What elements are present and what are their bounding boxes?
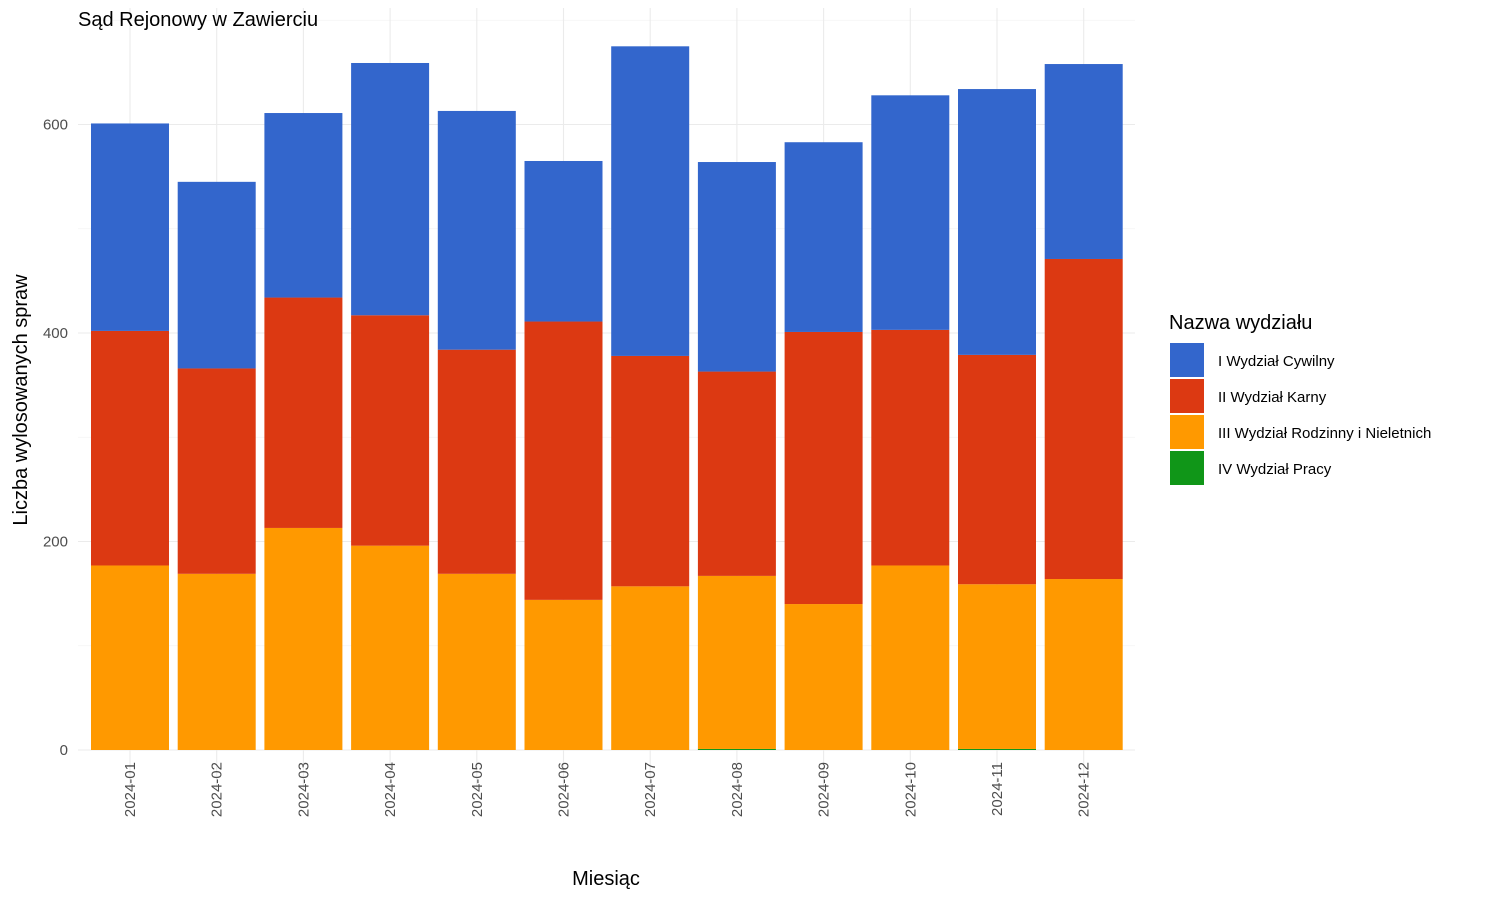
bar-2024-03-i-wydzia-cywilny bbox=[264, 113, 343, 298]
bar-2024-08-iv-wydzia-pracy bbox=[697, 748, 776, 750]
legend-key-ii-wydzia-karny bbox=[1170, 379, 1204, 413]
legend-label: IV Wydział Pracy bbox=[1218, 461, 1332, 478]
legend-label: I Wydział Cywilny bbox=[1218, 353, 1335, 370]
bar-2024-10-i-wydzia-cywilny bbox=[871, 95, 950, 330]
bar-2024-07-iii-wydzia-rodzinny-i-nieletnich bbox=[611, 586, 690, 750]
bar-2024-01-iii-wydzia-rodzinny-i-nieletnich bbox=[91, 565, 169, 750]
x-tick-label: 2024-04 bbox=[382, 762, 399, 817]
bar-2024-01-ii-wydzia-karny bbox=[91, 330, 169, 566]
x-axis-title: Miesiąc bbox=[572, 868, 640, 890]
x-tick-label: 2024-05 bbox=[469, 762, 486, 817]
y-tick-label: 200 bbox=[43, 534, 68, 551]
bars bbox=[91, 46, 1123, 750]
bar-2024-03-ii-wydzia-karny bbox=[264, 297, 343, 528]
bar-2024-10-iii-wydzia-rodzinny-i-nieletnich bbox=[871, 565, 950, 750]
bar-2024-04-ii-wydzia-karny bbox=[351, 315, 430, 546]
bar-2024-10-ii-wydzia-karny bbox=[871, 329, 950, 566]
bar-2024-07-ii-wydzia-karny bbox=[611, 355, 690, 587]
x-tick-label: 2024-12 bbox=[1076, 762, 1093, 817]
chart-title: Sąd Rejonowy w Zawierciu bbox=[78, 9, 318, 31]
legend-key-iii-wydzia-rodzinny-i-nieletnich bbox=[1170, 415, 1204, 449]
legend-title: Nazwa wydziału bbox=[1169, 312, 1312, 334]
bar-2024-02-ii-wydzia-karny bbox=[177, 368, 256, 574]
bar-2024-12-i-wydzia-cywilny bbox=[1044, 64, 1123, 259]
x-tick-label: 2024-07 bbox=[642, 762, 659, 817]
bar-2024-02-i-wydzia-cywilny bbox=[177, 181, 256, 369]
bar-2024-01-i-wydzia-cywilny bbox=[91, 123, 169, 331]
bar-2024-06-iii-wydzia-rodzinny-i-nieletnich bbox=[524, 599, 603, 750]
legend-label: III Wydział Rodzinny i Nieletnich bbox=[1218, 425, 1431, 442]
bar-2024-02-iii-wydzia-rodzinny-i-nieletnich bbox=[177, 573, 256, 750]
y-axis-ticks: 0 200 400 600 bbox=[43, 117, 68, 760]
legend-key-iv-wydzia-pracy bbox=[1170, 451, 1204, 485]
bar-2024-04-iii-wydzia-rodzinny-i-nieletnich bbox=[351, 545, 430, 750]
bar-2024-11-iii-wydzia-rodzinny-i-nieletnich bbox=[958, 584, 1036, 749]
bar-2024-08-iii-wydzia-rodzinny-i-nieletnich bbox=[697, 575, 776, 749]
bar-2024-05-ii-wydzia-karny bbox=[437, 349, 516, 574]
y-tick-label: 400 bbox=[43, 325, 68, 342]
x-tick-label: 2024-03 bbox=[295, 762, 312, 817]
y-tick-label: 600 bbox=[43, 117, 68, 134]
bar-2024-06-ii-wydzia-karny bbox=[524, 321, 603, 600]
x-tick-label: 2024-10 bbox=[902, 762, 919, 817]
bar-2024-09-iii-wydzia-rodzinny-i-nieletnich bbox=[784, 604, 863, 750]
bar-2024-09-i-wydzia-cywilny bbox=[784, 142, 863, 332]
bar-2024-08-ii-wydzia-karny bbox=[697, 371, 776, 576]
bar-2024-05-i-wydzia-cywilny bbox=[437, 110, 516, 350]
x-tick-label: 2024-02 bbox=[209, 762, 226, 817]
y-tick-label: 0 bbox=[60, 742, 68, 759]
bar-2024-11-ii-wydzia-karny bbox=[958, 354, 1036, 585]
bar-2024-12-ii-wydzia-karny bbox=[1044, 258, 1123, 580]
legend: Nazwa wydziału I Wydział Cywilny II Wydzi… bbox=[1169, 312, 1431, 485]
x-tick-label: 2024-06 bbox=[556, 762, 573, 817]
legend-key-i-wydzia-cywilny bbox=[1170, 343, 1204, 377]
bar-2024-11-iv-wydzia-pracy bbox=[958, 748, 1036, 750]
y-axis-title: Liczba wylosowanych spraw bbox=[10, 274, 32, 526]
bar-2024-09-ii-wydzia-karny bbox=[784, 331, 863, 605]
bar-2024-08-i-wydzia-cywilny bbox=[697, 162, 776, 372]
legend-label: II Wydział Karny bbox=[1218, 389, 1327, 406]
bar-2024-07-i-wydzia-cywilny bbox=[611, 46, 690, 356]
bar-2024-12-iii-wydzia-rodzinny-i-nieletnich bbox=[1044, 579, 1123, 750]
bar-2024-04-i-wydzia-cywilny bbox=[351, 62, 430, 316]
x-axis-ticks: 2024-01 2024-02 2024-03 2024-04 2024-05 2024-… bbox=[122, 762, 1093, 817]
bar-2024-11-i-wydzia-cywilny bbox=[958, 89, 1036, 355]
bar-2024-06-i-wydzia-cywilny bbox=[524, 160, 603, 322]
bar-2024-03-iii-wydzia-rodzinny-i-nieletnich bbox=[264, 527, 343, 750]
x-tick-label: 2024-11 bbox=[989, 762, 1006, 816]
x-tick-label: 2024-09 bbox=[816, 762, 833, 817]
bar-2024-05-iii-wydzia-rodzinny-i-nieletnich bbox=[437, 573, 516, 750]
x-tick-label: 2024-08 bbox=[729, 762, 746, 817]
x-tick-label: 2024-01 bbox=[122, 762, 139, 817]
